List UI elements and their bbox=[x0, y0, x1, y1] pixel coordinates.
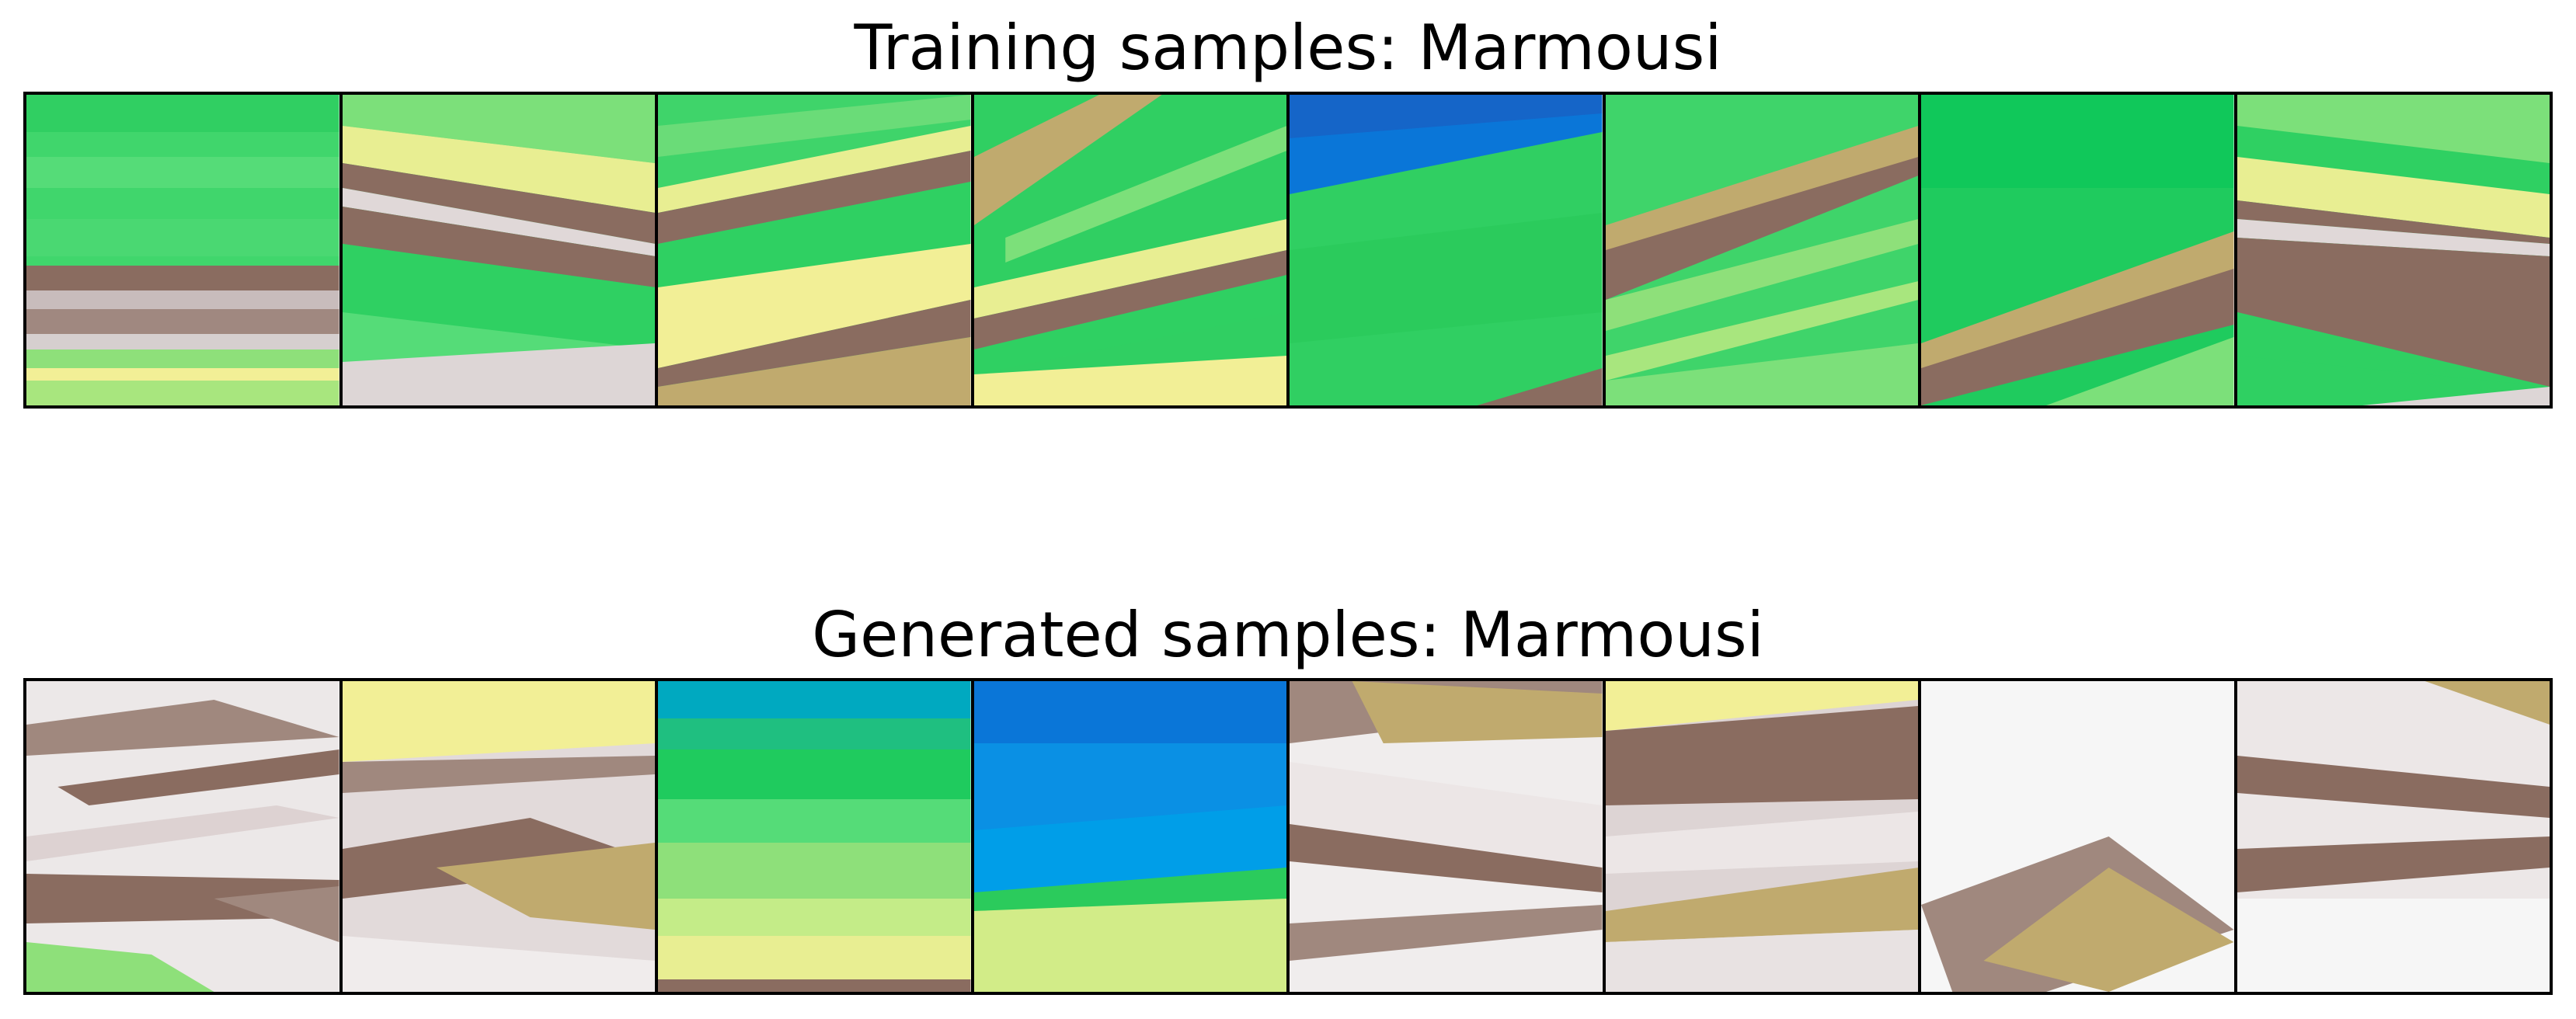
generated-samples-strip bbox=[23, 678, 2553, 995]
training-sample-5 bbox=[1290, 95, 1606, 405]
generated-samples-title: Generated samples: Marmousi bbox=[812, 599, 1764, 671]
training-sample-6 bbox=[1605, 95, 1921, 405]
training-sample-8 bbox=[2237, 95, 2550, 405]
generated-sample-3 bbox=[658, 681, 974, 992]
training-sample-1 bbox=[26, 95, 343, 405]
generated-sample-6 bbox=[1605, 681, 1921, 992]
training-sample-2 bbox=[342, 95, 658, 405]
training-sample-7 bbox=[1921, 95, 2237, 405]
generated-sample-8 bbox=[2237, 681, 2550, 992]
generated-sample-1 bbox=[26, 681, 343, 992]
generated-sample-2 bbox=[342, 681, 658, 992]
training-sample-4 bbox=[973, 95, 1290, 405]
training-samples-strip bbox=[23, 92, 2553, 409]
generated-sample-5 bbox=[1290, 681, 1606, 992]
training-samples-title: Training samples: Marmousi bbox=[854, 12, 1722, 84]
training-sample-3 bbox=[658, 95, 974, 405]
generated-sample-4 bbox=[973, 681, 1290, 992]
generated-sample-7 bbox=[1921, 681, 2237, 992]
